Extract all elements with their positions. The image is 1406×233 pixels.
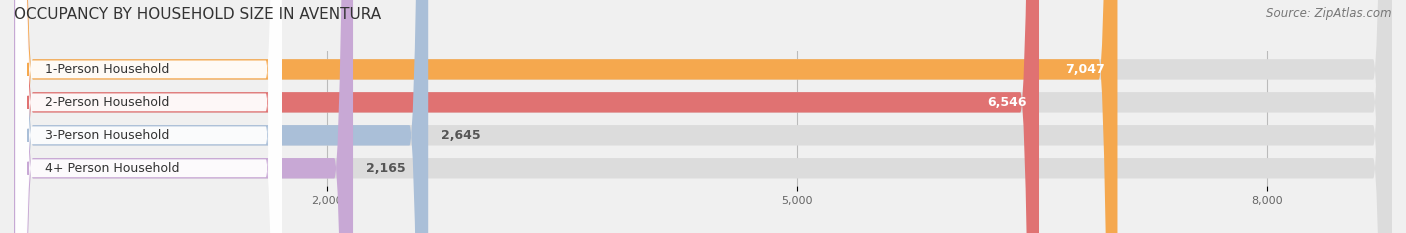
FancyBboxPatch shape (15, 0, 281, 233)
Text: 3-Person Household: 3-Person Household (45, 129, 170, 142)
FancyBboxPatch shape (14, 0, 1392, 233)
FancyBboxPatch shape (14, 0, 353, 233)
Text: 1-Person Household: 1-Person Household (45, 63, 170, 76)
FancyBboxPatch shape (14, 0, 1118, 233)
Text: Source: ZipAtlas.com: Source: ZipAtlas.com (1267, 7, 1392, 20)
FancyBboxPatch shape (15, 0, 281, 233)
FancyBboxPatch shape (14, 0, 1392, 233)
Text: 2-Person Household: 2-Person Household (45, 96, 170, 109)
Text: 2,645: 2,645 (440, 129, 481, 142)
Text: OCCUPANCY BY HOUSEHOLD SIZE IN AVENTURA: OCCUPANCY BY HOUSEHOLD SIZE IN AVENTURA (14, 7, 381, 22)
Text: 4+ Person Household: 4+ Person Household (45, 162, 180, 175)
FancyBboxPatch shape (14, 0, 1392, 233)
Text: 2,165: 2,165 (366, 162, 405, 175)
FancyBboxPatch shape (14, 0, 1392, 233)
FancyBboxPatch shape (14, 0, 429, 233)
FancyBboxPatch shape (15, 0, 281, 233)
Text: 7,047: 7,047 (1066, 63, 1105, 76)
FancyBboxPatch shape (15, 0, 281, 233)
FancyBboxPatch shape (14, 0, 1039, 233)
Text: 6,546: 6,546 (987, 96, 1026, 109)
